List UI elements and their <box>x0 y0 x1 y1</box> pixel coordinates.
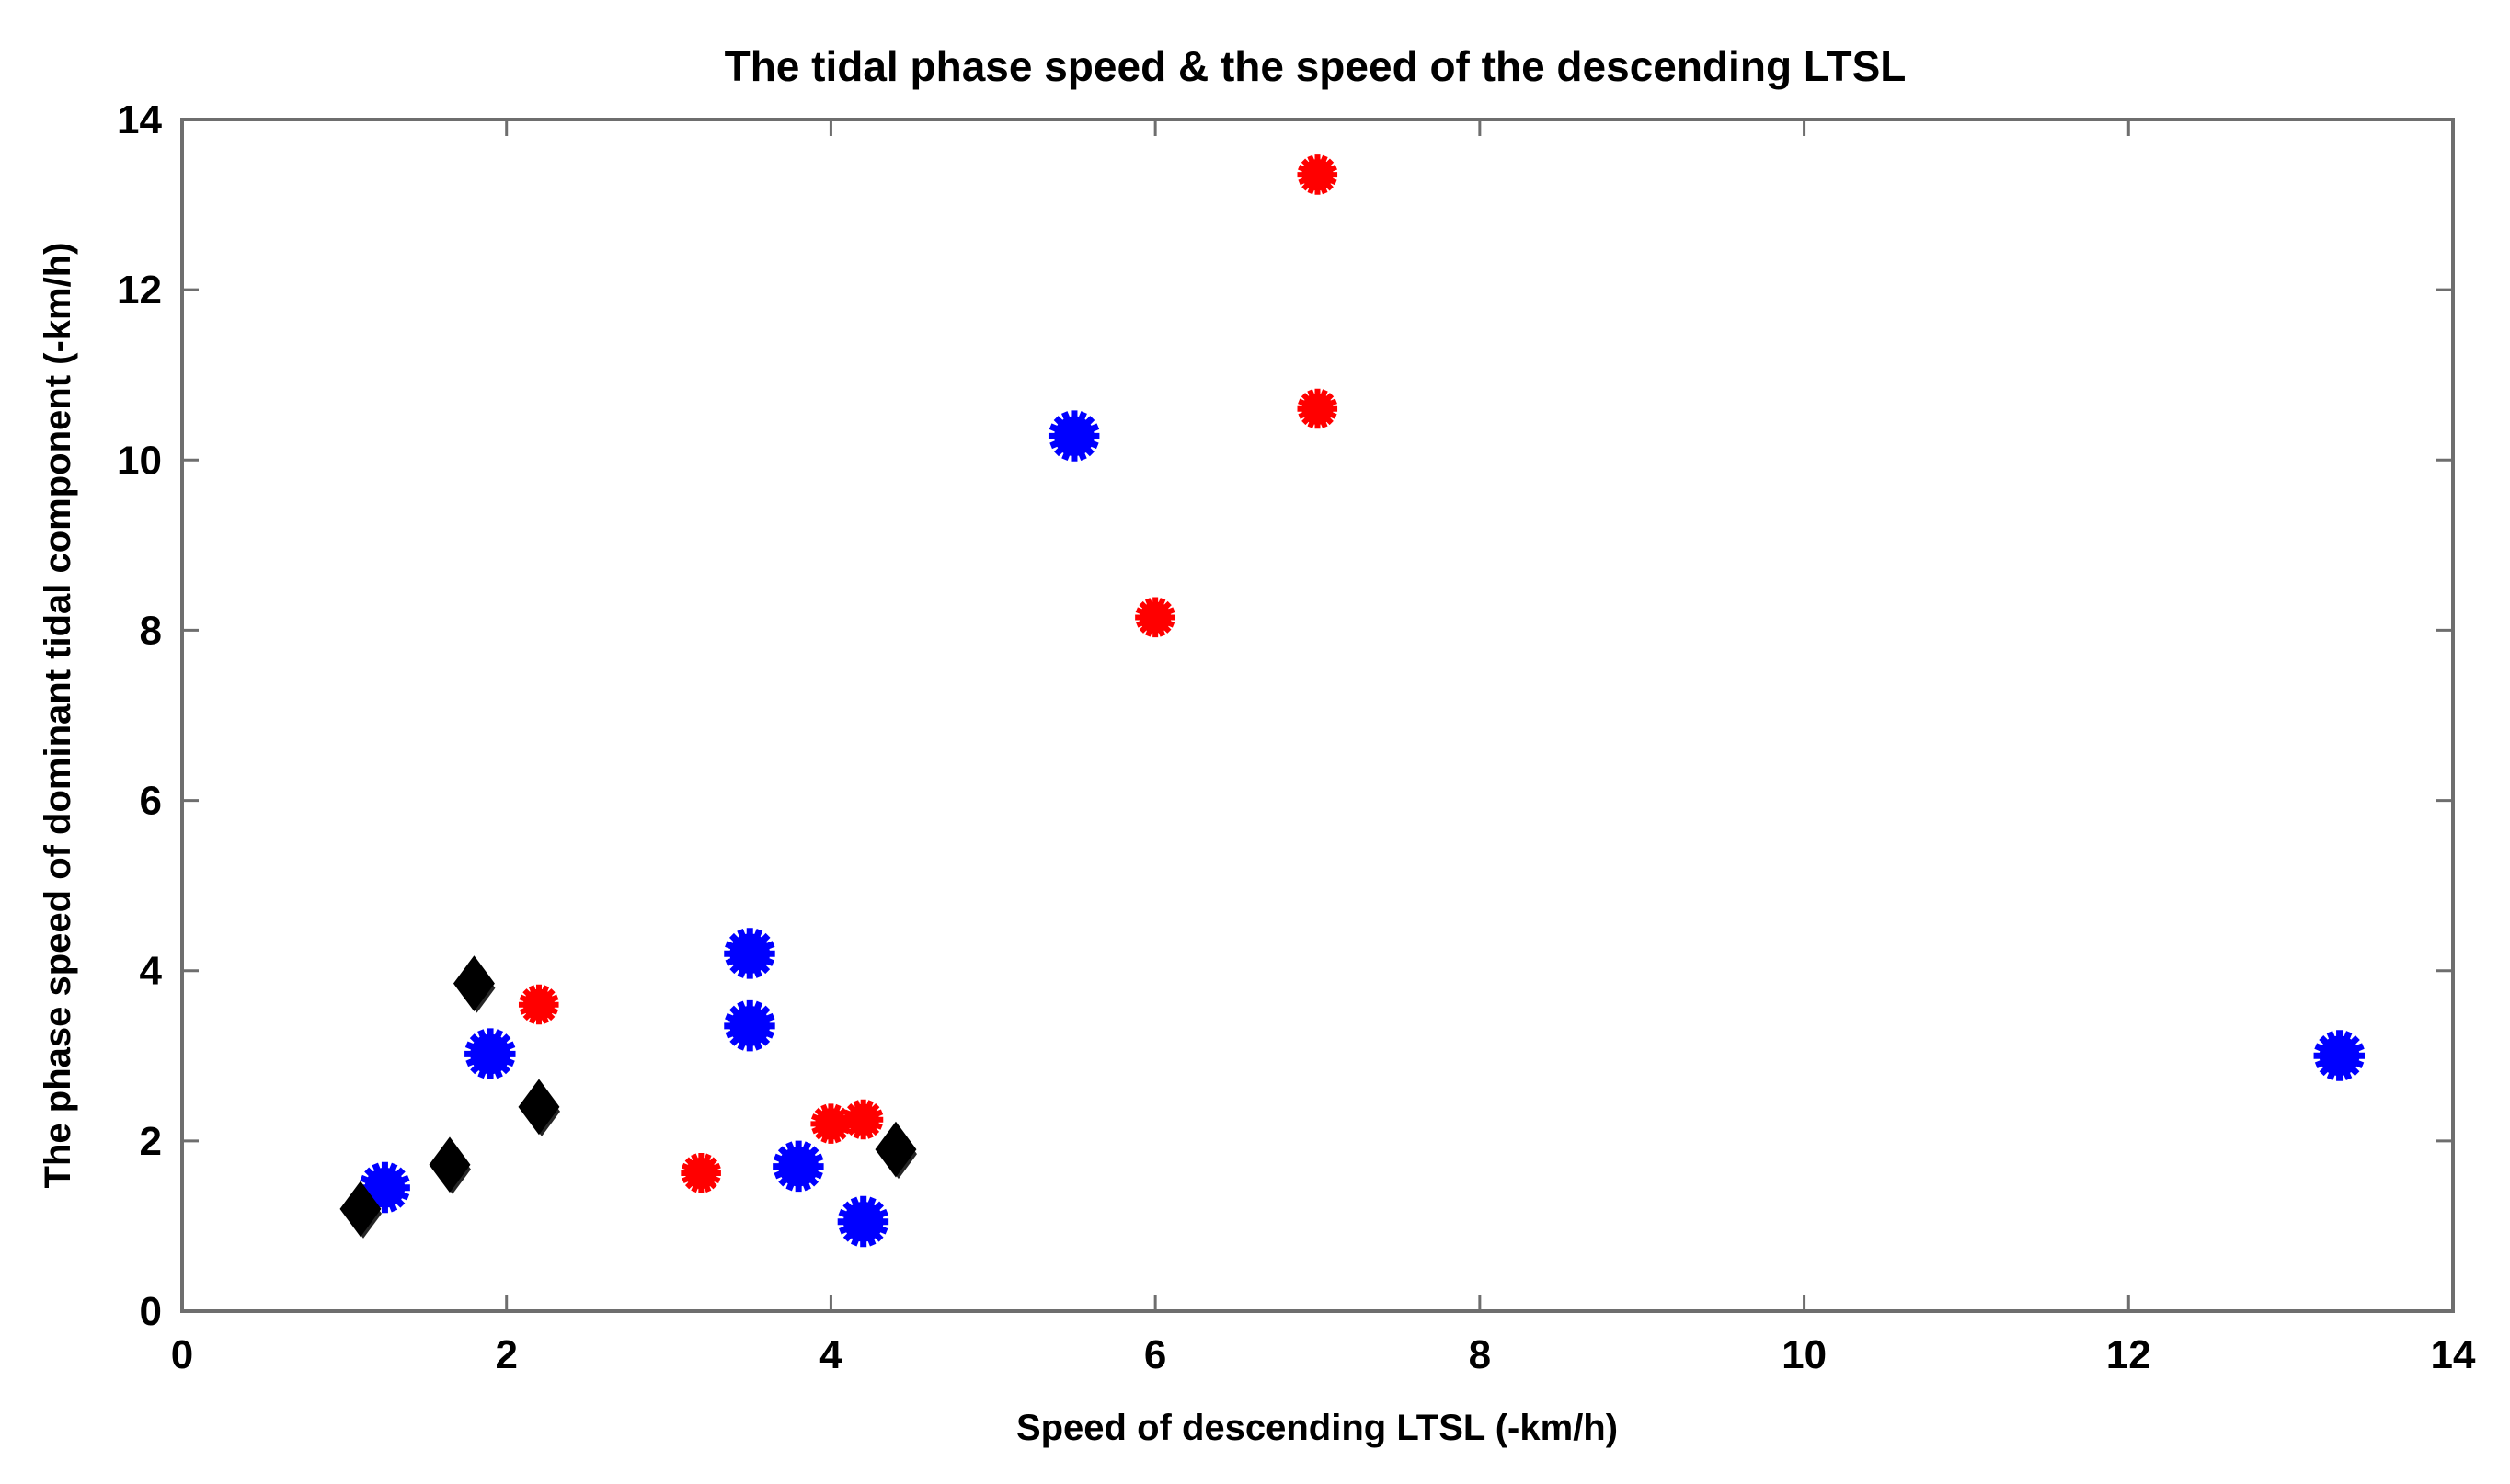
y-tick-label: 4 <box>140 949 163 994</box>
blue-point <box>359 1161 411 1214</box>
chart-title: The tidal phase speed & the speed of the… <box>725 42 1907 90</box>
data-points <box>339 154 2366 1248</box>
y-tick-label: 10 <box>117 438 162 483</box>
red-point <box>518 984 559 1025</box>
x-tick-label: 0 <box>171 1332 193 1377</box>
red-point <box>810 1103 852 1145</box>
x-tick-label: 8 <box>1469 1332 1491 1377</box>
red-point <box>1297 154 1338 196</box>
y-tick-label: 12 <box>117 268 162 313</box>
y-tick-label: 0 <box>140 1289 162 1334</box>
red-point <box>1135 597 1176 638</box>
x-tick-label: 14 <box>2431 1332 2476 1377</box>
x-tick-label: 6 <box>1144 1332 1166 1377</box>
blue-point <box>724 999 776 1052</box>
y-tick-label: 14 <box>117 97 162 143</box>
blue-point <box>773 1140 825 1193</box>
x-tick-label: 2 <box>495 1332 517 1377</box>
axis-ticks: 0 2 4 6 8 10 12 14 0 2 4 6 8 10 12 14 <box>117 97 2476 1377</box>
blue-point <box>837 1195 889 1248</box>
x-tick-label: 12 <box>2106 1332 2151 1377</box>
red-point <box>842 1099 884 1140</box>
plot-frame <box>180 118 2455 1313</box>
x-axis-label: Speed of descending LTSL (-km/h) <box>1016 1408 1618 1448</box>
y-tick-label: 8 <box>140 608 162 653</box>
y-axis-label: The phase speed of dominant tidal compon… <box>38 243 78 1189</box>
black-point <box>429 1136 471 1194</box>
red-point <box>1297 388 1338 429</box>
x-tick-label: 10 <box>1782 1332 1827 1377</box>
y-tick-label: 6 <box>140 779 162 824</box>
blue-point <box>724 928 776 980</box>
black-point <box>453 955 496 1013</box>
red-point <box>681 1153 722 1194</box>
blue-point <box>1048 410 1100 462</box>
black-point <box>339 1181 382 1239</box>
y-tick-label: 2 <box>140 1119 162 1164</box>
blue-point <box>2313 1030 2366 1082</box>
black-point <box>518 1079 560 1136</box>
black-point <box>875 1121 917 1180</box>
x-tick-label: 4 <box>819 1332 842 1377</box>
blue-point <box>464 1028 517 1080</box>
